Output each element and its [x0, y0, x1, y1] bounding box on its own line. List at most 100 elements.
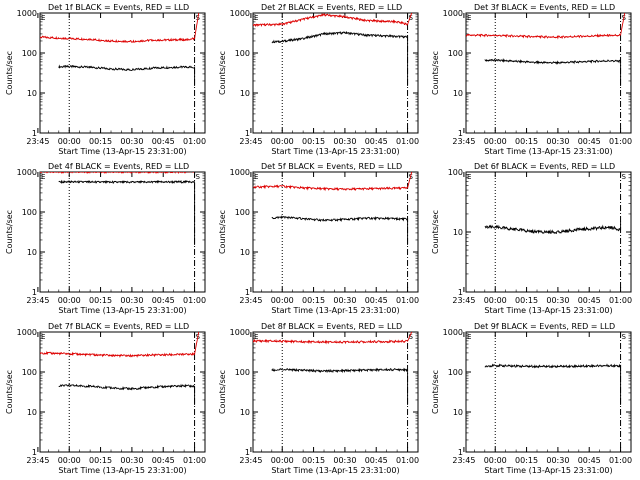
x-tick-label: 23:45: [26, 456, 49, 465]
x-axis-label: Start Time (13-Apr-15 23:31:00): [484, 147, 612, 156]
events-series-line: [58, 179, 196, 245]
x-axis: 23:45 00:00 00:15 00:30 00:45 01:00: [452, 332, 632, 465]
y-axis-label: Counts/sec: [5, 210, 14, 254]
y-tick-label: 100: [22, 368, 37, 377]
marker-label-e: E: [467, 333, 471, 341]
panel-2: Det 2f BLACK = Events, RED = LLD 1 10 100 10…: [218, 3, 419, 156]
marker-label-e: E: [41, 14, 45, 22]
marker-label-s: S: [409, 14, 414, 22]
x-axis-label: Start Time (13-Apr-15 23:31:00): [271, 306, 399, 315]
x-tick-label: 00:30: [120, 137, 143, 146]
x-tick-label: 00:45: [152, 296, 175, 305]
x-axis: 23:45 00:00 00:15 00:30 00:45 01:00: [26, 13, 206, 146]
marker-label-s: S: [622, 333, 627, 341]
events-series-line: [484, 363, 622, 405]
y-tick-label: 1000: [443, 9, 463, 18]
x-tick-label: 00:45: [152, 137, 175, 146]
marker-label-s: S: [409, 173, 414, 181]
x-tick-label: 00:45: [578, 296, 601, 305]
marker-label-e: E: [41, 333, 45, 341]
x-axis-label: Start Time (13-Apr-15 23:31:00): [58, 147, 186, 156]
panel-title: Det 4f BLACK = Events, RED = LLD: [48, 162, 189, 171]
lld-series-line: [253, 13, 413, 28]
marker-label-e: E: [254, 14, 258, 22]
y-axis-label: Counts/sec: [5, 370, 14, 414]
panel-title: Det 1f BLACK = Events, RED = LLD: [48, 3, 189, 12]
x-tick-label: 00:30: [333, 456, 356, 465]
x-tick-label: 23:45: [26, 137, 49, 146]
x-tick-label: 00:45: [152, 456, 175, 465]
y-axis-label: Counts/sec: [218, 51, 227, 95]
lld-series-line: [466, 13, 626, 40]
x-tick-label: 00:15: [302, 296, 325, 305]
y-tick-label: 1: [458, 448, 463, 457]
x-tick-label: 00:15: [89, 137, 112, 146]
y-axis: 1 10 100 1000: [17, 168, 205, 297]
y-tick-label: 1: [245, 448, 250, 457]
panel-5: Det 5f BLACK = Events, RED = LLD 1 10 100 10…: [218, 162, 419, 315]
x-tick-label: 00:00: [271, 456, 294, 465]
y-tick-label: 1000: [17, 328, 37, 337]
y-tick-label: 100: [235, 49, 250, 58]
y-tick-label: 1: [458, 288, 463, 297]
panel-title: Det 7f BLACK = Events, RED = LLD: [48, 322, 189, 331]
x-axis-label: Start Time (13-Apr-15 23:31:00): [58, 306, 186, 315]
y-tick-label: 10: [240, 248, 250, 257]
x-tick-label: 00:45: [365, 296, 388, 305]
y-axis-label: Counts/sec: [431, 51, 440, 95]
x-axis: 23:45 00:00 00:15 00:30 00:45 01:00: [26, 172, 206, 305]
panel-title: Det 5f BLACK = Events, RED = LLD: [261, 162, 402, 171]
panel-7: Det 7f BLACK = Events, RED = LLD 1 10 100 10…: [5, 322, 206, 475]
event-markers: [494, 172, 622, 292]
x-tick-label: 01:00: [396, 296, 419, 305]
panel-title: Det 2f BLACK = Events, RED = LLD: [261, 3, 402, 12]
x-tick-label: 23:45: [239, 137, 262, 146]
plot-frame: [39, 331, 206, 453]
x-tick-label: 00:00: [484, 456, 507, 465]
y-axis-label: Counts/sec: [431, 370, 440, 414]
marker-label-e: E: [254, 333, 258, 341]
x-axis-label: Start Time (13-Apr-15 23:31:00): [58, 466, 186, 475]
y-tick-label: 100: [235, 208, 250, 217]
plot-frame: [252, 171, 419, 293]
x-axis: 23:45 00:00 00:15 00:30 00:45 01:00: [452, 13, 632, 146]
plot-frame: [39, 12, 206, 134]
x-tick-label: 00:30: [333, 296, 356, 305]
x-tick-label: 00:30: [546, 456, 569, 465]
event-markers: [281, 332, 409, 452]
panel-title: Det 6f BLACK = Events, RED = LLD: [474, 162, 615, 171]
panel-3: Det 3f BLACK = Events, RED = LLD 1 10 100 10…: [431, 3, 632, 156]
y-axis-label: Counts/sec: [218, 210, 227, 254]
y-tick-label: 10: [240, 89, 250, 98]
events-series-line: [271, 30, 409, 86]
y-tick-label: 1000: [230, 168, 250, 177]
x-tick-label: 01:00: [609, 137, 632, 146]
x-tick-label: 00:30: [546, 137, 569, 146]
x-tick-label: 01:00: [396, 456, 419, 465]
x-tick-label: 00:00: [271, 296, 294, 305]
x-axis: 23:45 00:00 00:15 00:30 00:45 01:00: [239, 13, 419, 146]
x-tick-label: 23:45: [452, 296, 475, 305]
event-markers: [68, 172, 196, 292]
plot-frame: [465, 331, 632, 453]
event-markers: [68, 13, 196, 133]
y-tick-label: 1000: [230, 328, 250, 337]
y-tick-label: 10: [453, 408, 463, 417]
x-tick-label: 01:00: [183, 456, 206, 465]
x-axis-label: Start Time (13-Apr-15 23:31:00): [484, 306, 612, 315]
y-axis-label: Counts/sec: [218, 370, 227, 414]
data-series: [40, 172, 196, 245]
y-axis: 1 10 100 1000: [443, 328, 631, 457]
panel-9: Det 9f BLACK = Events, RED = LLD 1 10 100 10…: [431, 322, 632, 475]
x-tick-label: 00:45: [365, 137, 388, 146]
x-tick-label: 00:15: [302, 137, 325, 146]
y-tick-label: 10: [27, 89, 37, 98]
y-tick-label: 100: [22, 208, 37, 217]
lld-series-line: [253, 332, 413, 345]
lld-series-line: [40, 13, 200, 43]
y-tick-label: 100: [22, 49, 37, 58]
data-series: [40, 13, 200, 86]
panel-4: Det 4f BLACK = Events, RED = LLD 1 10 100 10…: [5, 162, 206, 315]
y-tick-label: 100: [448, 368, 463, 377]
